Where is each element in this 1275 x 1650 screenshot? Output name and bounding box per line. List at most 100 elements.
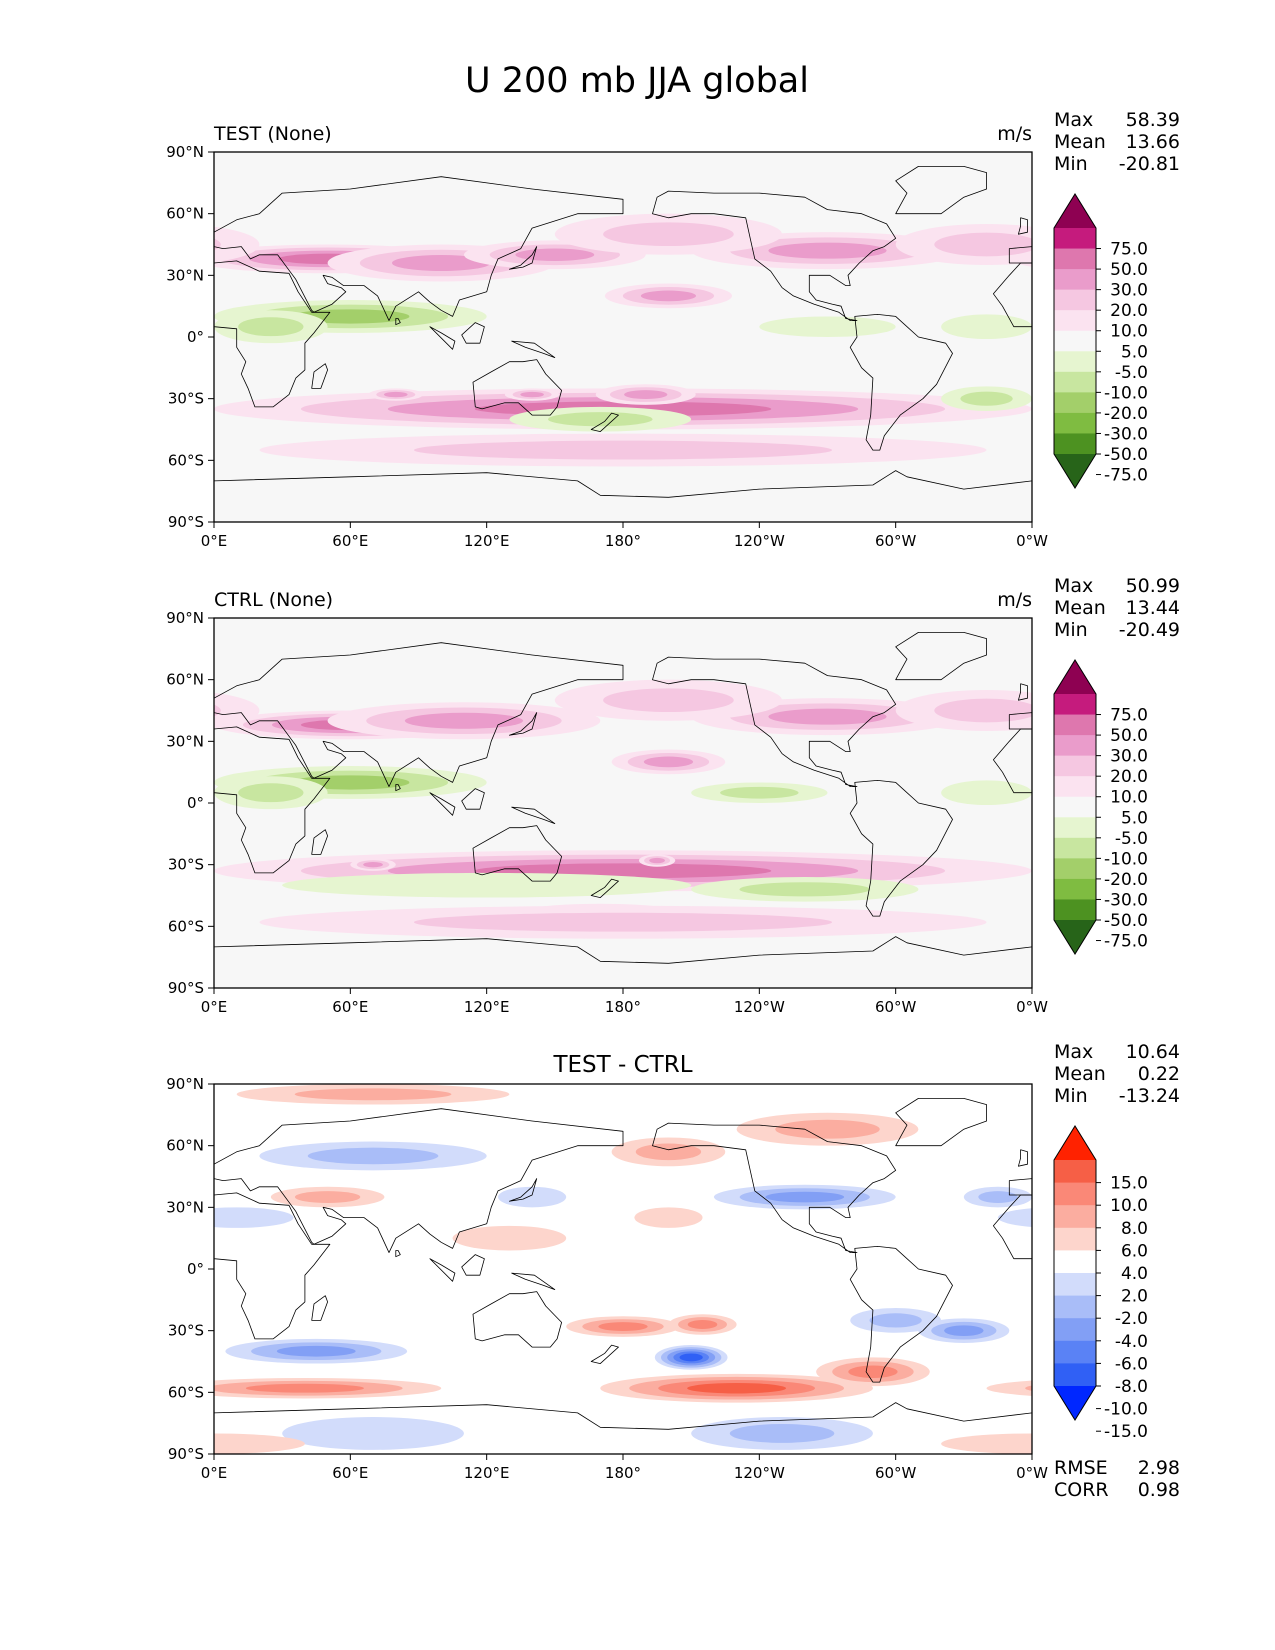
y-tick-label: 60°N	[166, 205, 204, 223]
coastline	[509, 712, 538, 736]
colorbar-tick-label: -10.0	[1104, 1400, 1148, 1420]
contour-feature	[941, 314, 1032, 340]
contour-feature	[668, 1314, 737, 1335]
contour-feature	[225, 1338, 408, 1364]
contour-band	[282, 1417, 464, 1450]
colorbar-band	[1054, 433, 1096, 455]
x-tick-label: 60°W	[875, 1464, 917, 1482]
coastline	[395, 784, 401, 792]
panel-left-title: TEST (None)	[213, 123, 332, 145]
contour-feature	[759, 316, 896, 337]
contour-band	[294, 1088, 452, 1101]
contour-feature	[691, 1417, 873, 1450]
panel-center-title: TEST - CTRL	[552, 1052, 692, 1078]
colorbar-tick-label: -20.0	[1104, 870, 1148, 890]
contour-band	[729, 1423, 835, 1443]
colorbar-tick-label: 30.0	[1110, 747, 1148, 767]
contour-feature	[327, 702, 601, 740]
colorbar-extend-top	[1054, 1126, 1096, 1160]
colorbar-band	[1054, 310, 1096, 332]
x-tick-label: 60°W	[875, 532, 917, 550]
y-tick-label: 90°S	[168, 979, 204, 997]
coastline	[652, 190, 897, 321]
contour-feature	[566, 1316, 680, 1337]
contour-band	[363, 861, 383, 868]
stat-value-max: 50.99	[1126, 575, 1180, 597]
figure-title: U 200 mb JJA global	[465, 61, 809, 101]
contour-band	[944, 1325, 984, 1337]
contour-feature	[554, 679, 783, 721]
x-tick-label: 120°E	[464, 998, 510, 1016]
x-tick-label: 120°E	[464, 532, 510, 550]
contour-feature	[498, 1186, 567, 1208]
contour-band	[452, 1225, 567, 1251]
colorbar-tick-label: -5.0	[1115, 829, 1148, 849]
coastline	[993, 728, 1032, 794]
coastline	[395, 1250, 401, 1258]
y-tick-label: 60°S	[168, 451, 204, 469]
coastline	[461, 788, 485, 810]
coastline	[1018, 1149, 1028, 1167]
coastline	[311, 363, 328, 389]
coastline	[511, 340, 556, 358]
y-tick-label: 60°S	[168, 1383, 204, 1401]
x-tick-label: 120°E	[464, 1464, 510, 1482]
contour-band	[640, 290, 697, 302]
colorbar-tick-label: -75.0	[1104, 932, 1148, 952]
contour-band	[276, 1345, 356, 1357]
contour-band	[404, 712, 524, 729]
coastline	[461, 322, 485, 344]
y-tick-label: 90°N	[166, 1075, 204, 1093]
contour-band	[997, 1208, 1032, 1228]
x-tick-label: 60°E	[332, 1464, 368, 1482]
stat-value-mean: 0.22	[1138, 1063, 1180, 1085]
colorbar: 75.050.030.020.010.05.0-5.0-10.0-20.0-30…	[1053, 193, 1148, 489]
coastline	[214, 1192, 331, 1340]
contour-feature	[604, 283, 733, 309]
y-tick-label: 0°	[187, 794, 204, 812]
contour-band	[214, 1207, 294, 1228]
contour-band	[768, 242, 887, 259]
colorbar-tick-label: -8.0	[1115, 1377, 1148, 1397]
coastline	[590, 878, 619, 898]
colorbar: 75.050.030.020.010.05.0-5.0-10.0-20.0-30…	[1053, 659, 1148, 955]
contour-band	[520, 391, 544, 398]
contour-band	[759, 316, 896, 337]
contour-band	[624, 390, 668, 400]
x-tick-label: 0°W	[1016, 532, 1048, 550]
contour-band	[941, 780, 1032, 806]
x-tick-label: 60°E	[332, 998, 368, 1016]
colorbar-band	[1054, 1295, 1096, 1319]
colorbar-band	[1054, 796, 1096, 818]
coastline	[214, 260, 331, 408]
x-tick-label: 180°	[605, 1464, 641, 1482]
coastline	[429, 1258, 456, 1282]
map-field	[214, 618, 1032, 988]
colorbar-tick-label: -30.0	[1104, 424, 1148, 444]
y-tick-label: 30°S	[168, 1322, 204, 1340]
stat-value-min: -20.49	[1119, 619, 1180, 641]
y-tick-label: 90°S	[168, 513, 204, 531]
contour-band	[934, 232, 1032, 257]
contour-band	[986, 1380, 1032, 1396]
coastline	[895, 166, 987, 215]
panel-left-title: CTRL (None)	[214, 589, 333, 611]
map-panel-2: 0°E 60°E 120°E 180° 120°W 60°W 0°W 90°N 60°N 30°N…	[166, 1052, 1048, 1482]
contour-band	[941, 314, 1032, 340]
colorbar-tick-label: 50.0	[1110, 726, 1148, 746]
panel-units: m/s	[997, 123, 1032, 145]
colorbar-band	[1054, 817, 1096, 839]
coastline	[511, 806, 556, 824]
colorbar-band	[1054, 1273, 1096, 1297]
coastline	[1018, 217, 1028, 235]
contour-band	[238, 783, 304, 803]
contour-feature	[654, 1345, 728, 1370]
contour-feature	[816, 1357, 930, 1387]
contour-feature	[214, 1433, 1032, 1454]
colorbar-band	[1054, 228, 1096, 250]
contour-feature	[611, 1137, 726, 1167]
y-tick-label: 0°	[187, 1260, 204, 1278]
colorbar-tick-label: -20.0	[1104, 404, 1148, 424]
colorbar-band	[1054, 1363, 1096, 1387]
